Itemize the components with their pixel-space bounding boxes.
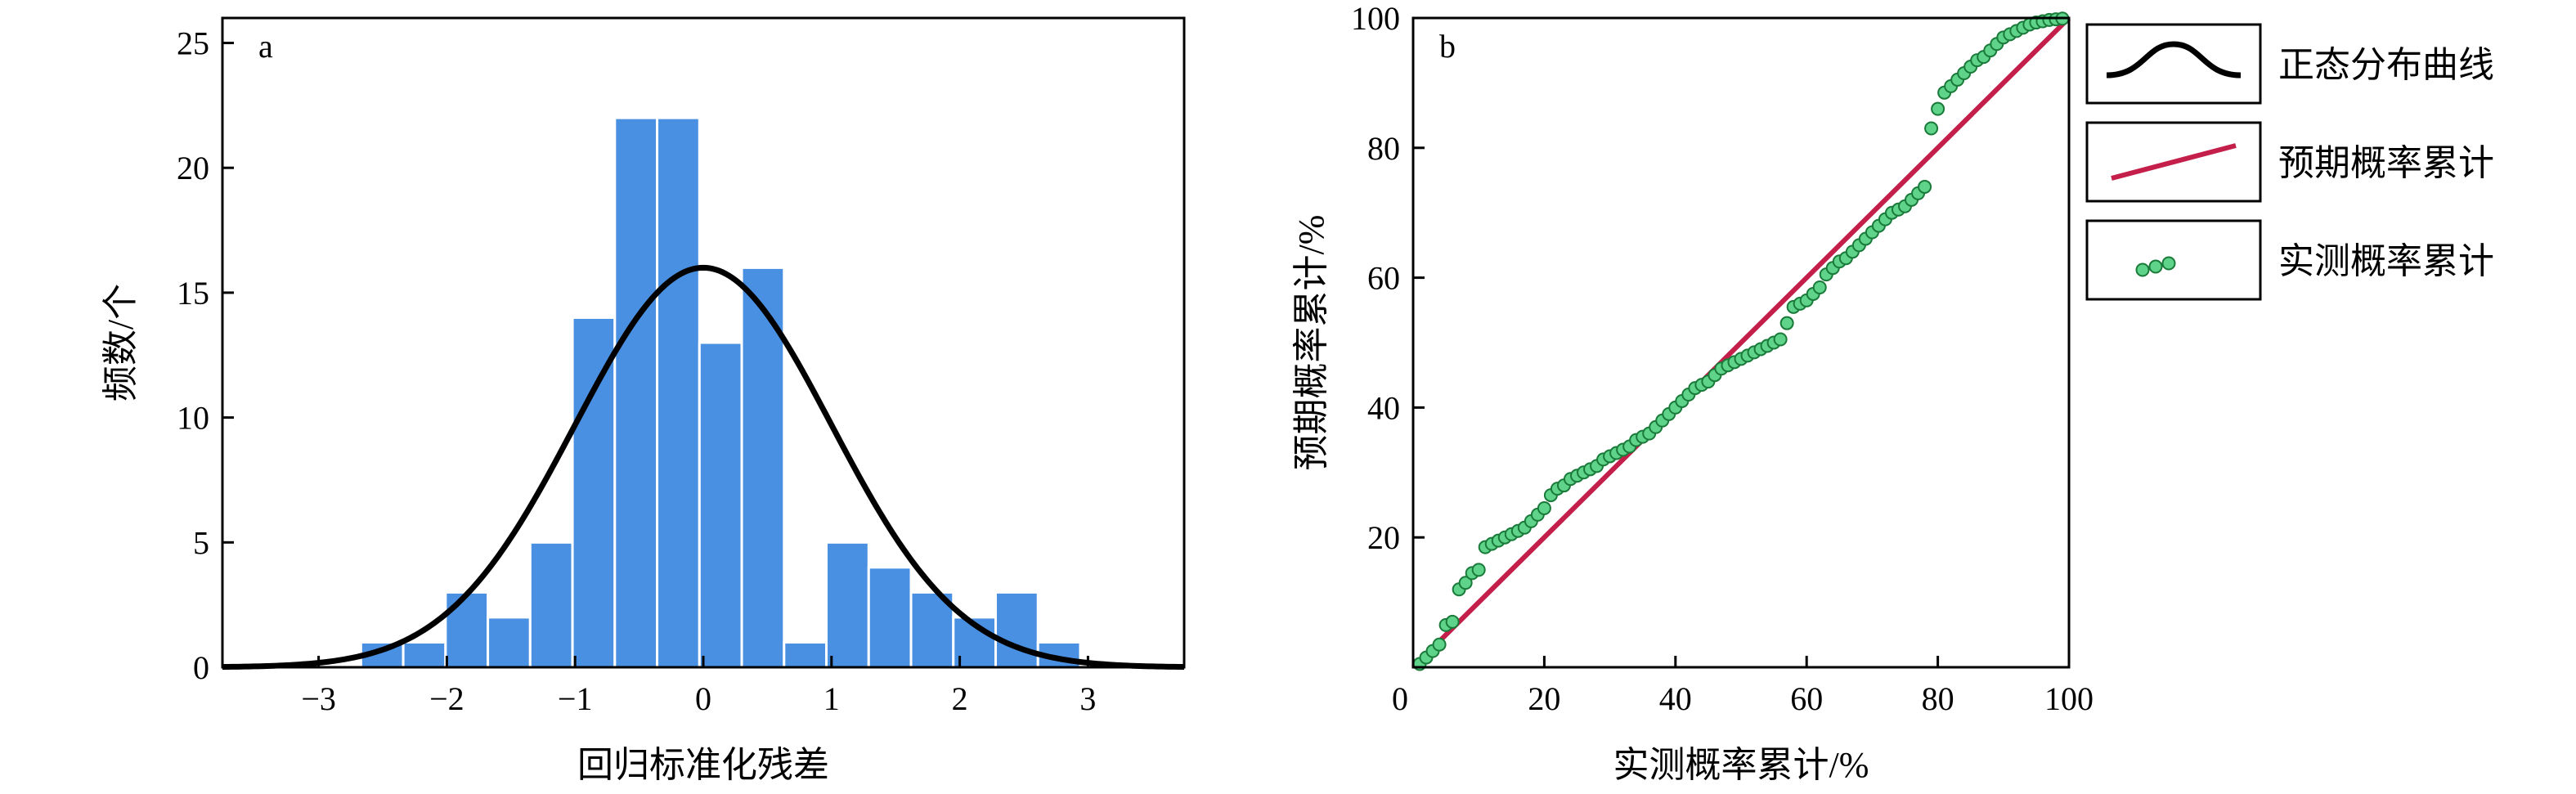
histogram-x-tick-label: −1	[558, 680, 593, 717]
histogram-y-tick-label: 20	[177, 150, 209, 186]
legend-label: 预期概率累计	[2278, 143, 2494, 183]
legend-point-icon	[2161, 256, 2176, 271]
histogram-bar	[825, 541, 870, 669]
observed-point	[1918, 179, 1932, 194]
observed-point	[1458, 576, 1473, 590]
histogram-x-tick-label: −2	[429, 680, 464, 717]
histogram-bar	[698, 341, 743, 669]
histogram-bar	[571, 316, 617, 669]
histogram-y-tick-label: 25	[177, 25, 209, 62]
pp-plot-x-tick-label: 80	[1922, 680, 1954, 717]
observed-point	[1537, 500, 1551, 515]
histogram-panel: −3 −2 −1 0 1 2 3 0 5 10 15 20 25 a 回归标准化残差 频数/个	[101, 16, 1186, 785]
observed-point	[1779, 316, 1794, 330]
histogram-bar	[444, 590, 490, 669]
panel-label-a: a	[258, 28, 273, 65]
legend-swatch-box	[2085, 23, 2262, 105]
pp-plot-y-ticks: 20 40 60 80 100	[1351, 0, 1425, 556]
legend-point-icon	[2135, 262, 2150, 277]
histogram-x-tick-label: 3	[1079, 680, 1096, 717]
histogram-x-tick-label: −3	[301, 680, 336, 717]
histogram-y-axis-title: 频数/个	[101, 284, 141, 401]
pp-plot-y-tick-label: 40	[1367, 389, 1400, 426]
expected-cumulative-line	[1411, 16, 2071, 670]
histogram-y-tick-label: 10	[177, 400, 209, 437]
pp-plot-x-tick-label: 20	[1528, 680, 1560, 717]
legend-line-icon	[2111, 143, 2237, 181]
histogram-bars	[359, 116, 1082, 669]
panel-label-b: b	[1439, 28, 1456, 65]
histogram-bar	[487, 616, 532, 669]
observed-point	[1445, 614, 1460, 629]
observed-point	[1471, 563, 1486, 577]
histogram-bar	[994, 590, 1039, 669]
histogram-bar	[867, 566, 913, 669]
histogram-x-ticks: −3 −2 −1 0 1 2 3	[301, 656, 1096, 717]
legend-point-icon	[2148, 259, 2163, 274]
pp-plot-x-tick-label: 40	[1659, 680, 1692, 717]
observed-cumulative-points	[1412, 11, 2070, 671]
legend-curve-icon	[2106, 41, 2242, 79]
pp-plot-x-ticks: 0 20 40 60 80 100	[1392, 656, 2094, 717]
pp-plot-y-axis-title: 预期概率累计/%	[1291, 215, 1331, 471]
histogram-y-ticks: 0 5 10 15 20 25	[177, 25, 234, 686]
normal-distribution-curve	[222, 264, 1185, 671]
histogram-x-tick-label: 1	[824, 680, 840, 717]
observed-point	[1773, 332, 1788, 347]
histogram-x-tick-label: 0	[695, 680, 711, 717]
legend-label: 实测概率累计	[2278, 241, 2494, 281]
histogram-y-tick-label: 15	[177, 275, 209, 312]
observed-point	[1432, 637, 1447, 652]
histogram-bar	[528, 541, 574, 669]
histogram-bar	[740, 266, 786, 669]
pp-plot-y-tick-label: 20	[1367, 519, 1400, 556]
observed-point	[1812, 280, 1827, 295]
observed-point	[1924, 121, 1939, 136]
pp-plot-x-tick-label: 100	[2044, 680, 2094, 717]
pp-plot-x-tick-label: 0	[1392, 680, 1408, 717]
pp-plot-axes-frame	[1411, 16, 2071, 669]
histogram-bar	[613, 116, 659, 669]
pp-plot-x-axis-title: 实测概率累计/%	[1613, 745, 1869, 785]
observed-point	[1931, 101, 1945, 116]
pp-plot-y-tick-label: 60	[1367, 260, 1400, 297]
pp-plot-panel: 0 20 40 60 80 100 20 40 60 80 100 b 实测概率累计/% 预期概率…	[1291, 0, 2094, 785]
pp-plot-y-tick-label: 100	[1351, 0, 1400, 37]
histogram-y-tick-label: 5	[193, 524, 209, 561]
pp-plot-y-tick-label: 80	[1367, 130, 1400, 167]
legend-label: 正态分布曲线	[2278, 45, 2494, 85]
histogram-bar	[656, 116, 701, 669]
histogram-bar	[783, 640, 828, 669]
histogram-x-axis-title: 回归标准化残差	[577, 745, 829, 785]
histogram-bar	[402, 640, 447, 669]
histogram-y-tick-label: 0	[193, 649, 209, 686]
histogram-x-tick-label: 2	[952, 680, 968, 717]
pp-plot-x-tick-label: 60	[1790, 680, 1823, 717]
